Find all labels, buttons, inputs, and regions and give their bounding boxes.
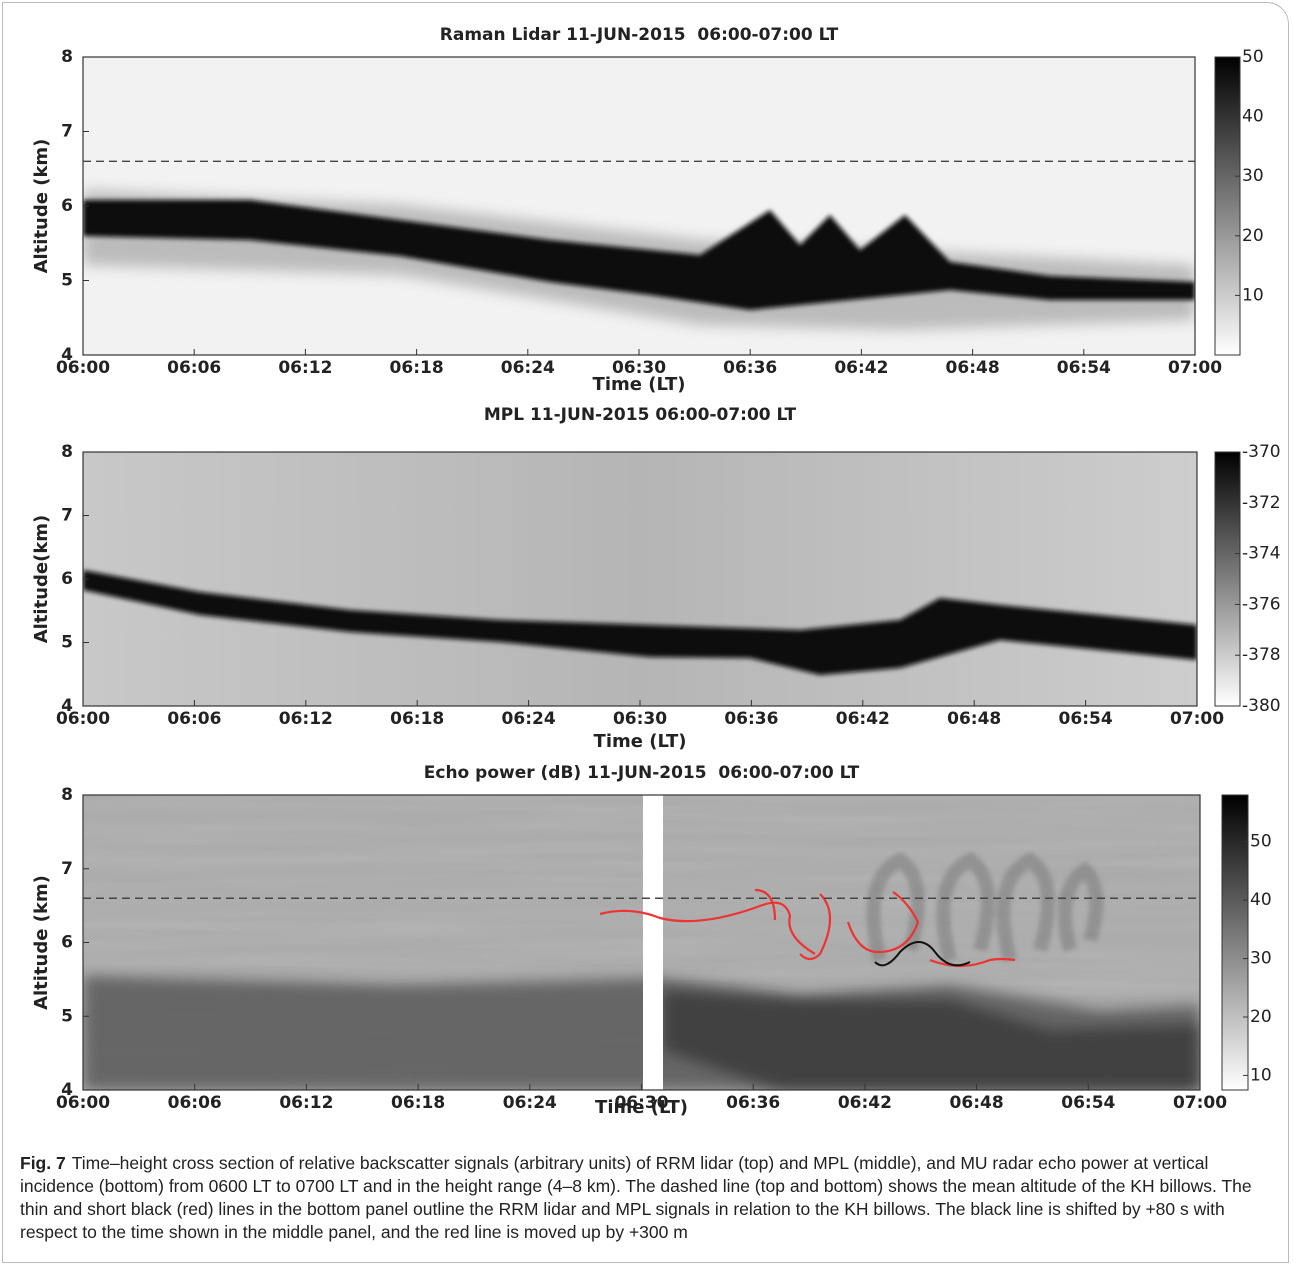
y-tick-label: 6 [61, 933, 73, 953]
colorbar-tick-label: 40 [1250, 890, 1272, 910]
x-tick-label: 06:24 [501, 358, 555, 378]
y-tick-label: 8 [61, 442, 73, 462]
y-tick-label: 7 [61, 122, 73, 142]
x-tick-label: 06:54 [1061, 1093, 1115, 1113]
y-tick-label: 5 [61, 1006, 73, 1026]
x-tick-label: 07:00 [1168, 358, 1222, 378]
x-tick-label: 06:24 [502, 709, 556, 729]
y-tick-label: 4 [61, 696, 73, 716]
chart-title: MPL 11-JUN-2015 06:00-07:00 LT [484, 405, 797, 425]
caption: Fig. 7 Time–height cross section of relat… [20, 1152, 1270, 1244]
x-tick-label: 06:42 [836, 709, 890, 729]
colorbar-tick-label: 10 [1242, 285, 1264, 305]
x-tick-label: 06:48 [946, 358, 1000, 378]
x-tick-label: 06:00 [56, 709, 110, 729]
figure: Raman Lidar 11-JUN-2015 06:00-07:00 LT Ti… [31, 25, 1281, 1118]
y-tick-label: 7 [61, 859, 73, 879]
heatmap-image [83, 795, 1200, 1090]
x-tick-label: 06:12 [279, 1093, 333, 1113]
chart-title: Raman Lidar 11-JUN-2015 06:00-07:00 LT [440, 25, 839, 45]
colorbar-tick-label: 30 [1242, 166, 1264, 186]
x-tick-label: 06:30 [614, 1093, 668, 1113]
y-tick-label: 4 [61, 345, 73, 365]
x-tick-label: 06:36 [724, 709, 778, 729]
x-axis-label: Time (LT) [595, 1097, 688, 1118]
y-axis-label: Altitude(km) [31, 515, 52, 644]
y-axis-label: Altitude (km) [31, 139, 52, 274]
colorbar [1214, 56, 1241, 356]
x-tick-label: 06:18 [390, 709, 444, 729]
chart-title: Echo power (dB) 11-JUN-2015 06:00-07:00 … [424, 763, 860, 783]
x-tick-label: 06:48 [950, 1093, 1004, 1113]
y-axis-label: Altitude (km) [31, 875, 52, 1010]
colorbar-tick-label: -374 [1242, 544, 1281, 564]
colorbar-tick-label: -370 [1242, 442, 1281, 462]
colorbar-tick-label: -378 [1242, 645, 1281, 665]
colorbar-tick-label: 30 [1250, 949, 1272, 969]
colorbar-tick-label: -376 [1242, 594, 1281, 614]
colorbar-tick-label: -372 [1242, 493, 1281, 513]
x-axis-label: Time (LT) [594, 731, 687, 752]
x-tick-label: 06:18 [390, 358, 444, 378]
x-axis-label: Time (LT) [593, 374, 686, 395]
x-tick-label: 07:00 [1170, 709, 1224, 729]
x-tick-label: 07:00 [1173, 1093, 1227, 1113]
colorbar-tick-label: 40 [1242, 107, 1264, 127]
x-tick-label: 06:06 [167, 358, 221, 378]
colorbar-tick-label: 20 [1242, 226, 1264, 246]
y-tick-label: 5 [61, 633, 73, 653]
x-tick-label: 06:54 [1057, 358, 1111, 378]
x-tick-label: 06:12 [278, 358, 332, 378]
colorbar-tick-label: 20 [1250, 1007, 1272, 1027]
x-tick-label: 06:12 [279, 709, 333, 729]
x-tick-label: 06:42 [834, 358, 888, 378]
y-tick-label: 8 [61, 47, 73, 67]
axes-layer: Raman Lidar 11-JUN-2015 06:00-07:00 LT Ti… [31, 25, 1281, 1118]
x-tick-label: 06:24 [503, 1093, 557, 1113]
caption-label: Fig. 7 [20, 1153, 66, 1173]
x-tick-label: 06:06 [168, 1093, 222, 1113]
y-tick-label: 7 [61, 506, 73, 526]
x-tick-label: 06:18 [391, 1093, 445, 1113]
colorbar-tick-label: 50 [1250, 832, 1272, 852]
y-tick-label: 5 [61, 271, 73, 291]
x-tick-label: 06:30 [612, 358, 666, 378]
colorbar [1214, 451, 1241, 707]
heatmap-image [83, 57, 1195, 355]
colorbar-tick-label: 50 [1242, 47, 1264, 67]
x-tick-label: 06:48 [947, 709, 1001, 729]
y-tick-label: 6 [61, 196, 73, 216]
x-tick-label: 06:42 [838, 1093, 892, 1113]
caption-text: Time–height cross section of relative ba… [20, 1153, 1252, 1242]
x-tick-label: 06:00 [56, 358, 110, 378]
x-tick-label: 06:30 [613, 709, 667, 729]
y-tick-label: 8 [61, 785, 73, 805]
x-tick-label: 06:36 [723, 358, 777, 378]
y-tick-label: 6 [61, 569, 73, 589]
x-tick-label: 06:06 [167, 709, 221, 729]
colorbar-tick-label: 10 [1250, 1065, 1272, 1085]
x-tick-label: 06:54 [1059, 709, 1113, 729]
colorbar-tick-label: -380 [1242, 696, 1281, 716]
heatmap-image [83, 452, 1197, 706]
x-tick-label: 06:00 [56, 1093, 110, 1113]
y-tick-label: 4 [61, 1080, 73, 1100]
x-tick-label: 06:36 [726, 1093, 780, 1113]
colorbar [1221, 794, 1249, 1091]
